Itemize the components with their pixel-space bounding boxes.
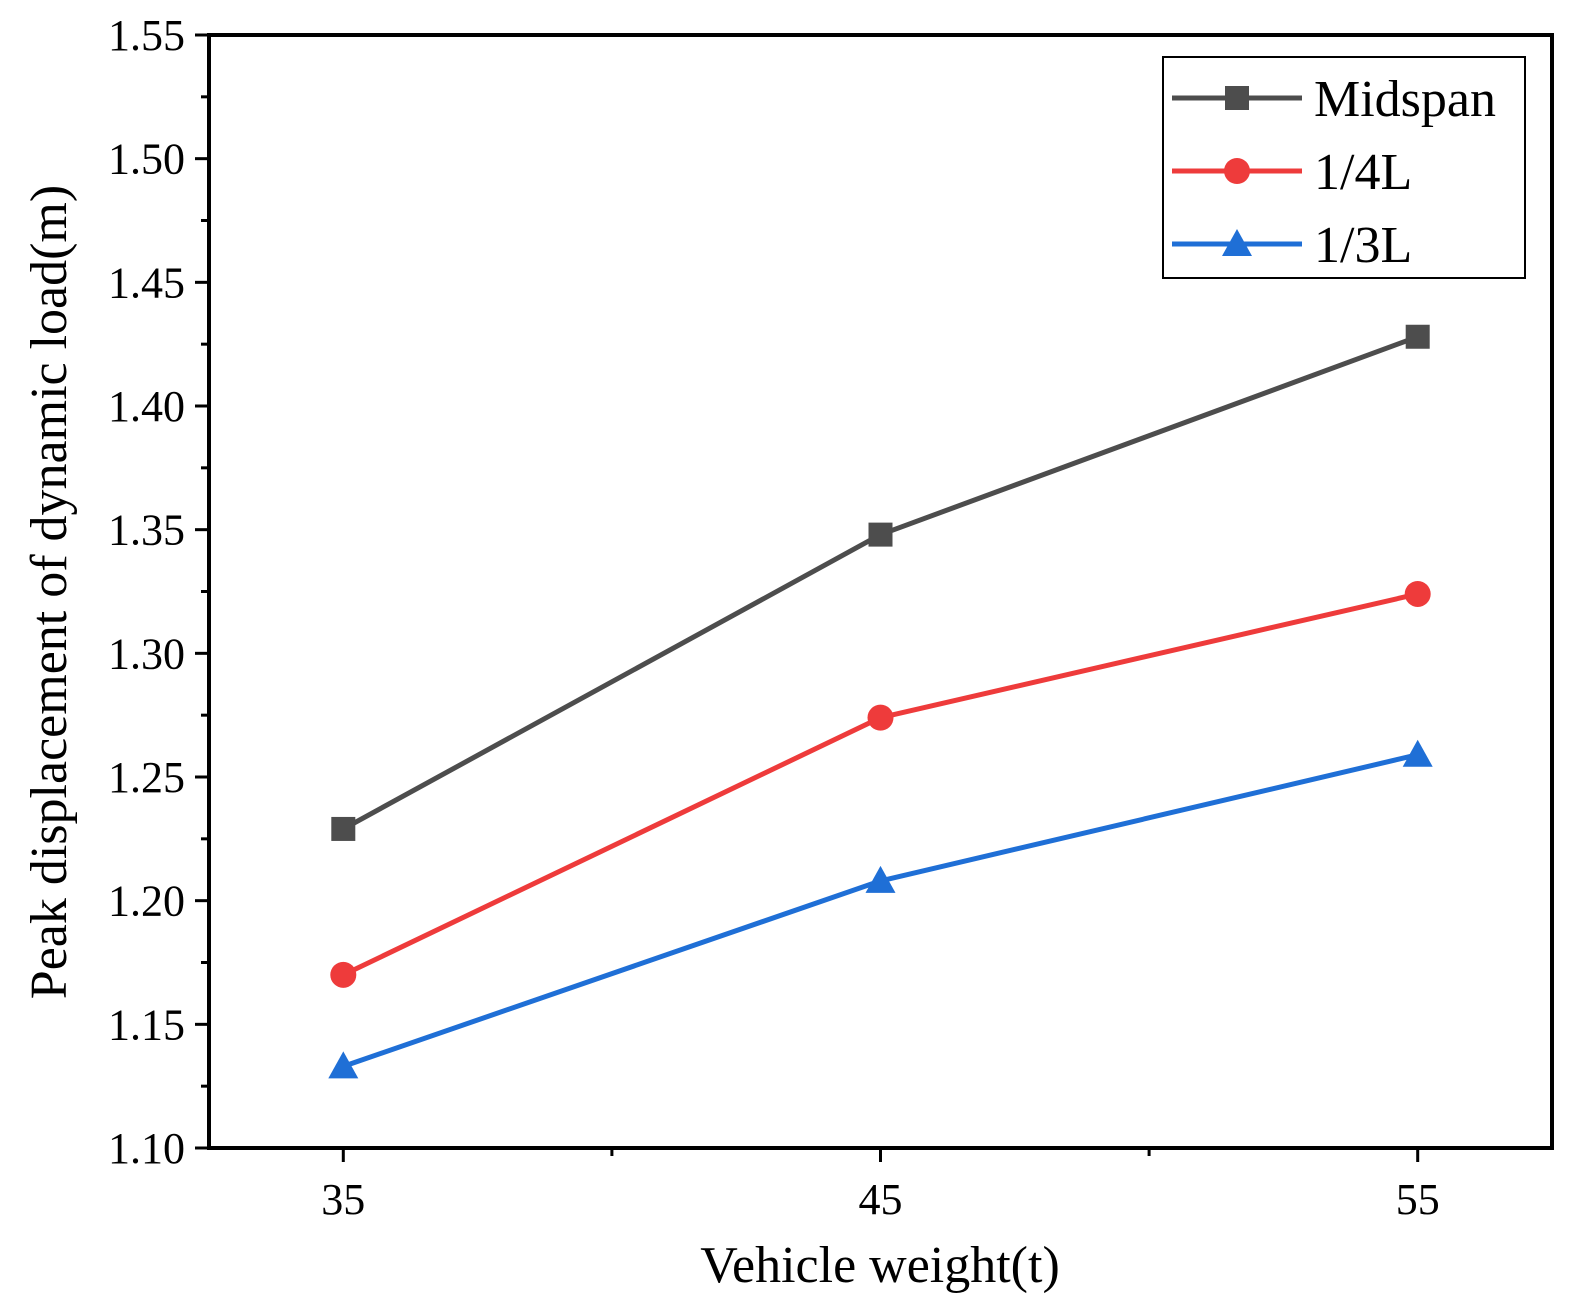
y-tick-label: 1.20 — [108, 877, 185, 926]
legend-label-1-3l: 1/3L — [1314, 217, 1412, 274]
y-tick-label: 1.35 — [108, 506, 185, 555]
legend-label-1-4l: 1/4L — [1314, 144, 1412, 201]
x-axis-title: Vehicle weight(t) — [700, 1237, 1060, 1294]
data-point-midspan-45 — [868, 522, 893, 547]
data-point-1-4l-55 — [1404, 580, 1431, 607]
data-point-1-3l-55 — [1402, 739, 1433, 767]
x-tick-label: 45 — [859, 1175, 903, 1224]
data-point-1-4l-35 — [330, 961, 357, 988]
y-tick-label: 1.25 — [108, 753, 185, 802]
series-1-4l — [330, 580, 1431, 988]
y-tick-label: 1.30 — [108, 629, 185, 678]
legend-marker-1-4l — [1224, 158, 1250, 184]
data-point-1-3l-35 — [328, 1051, 359, 1079]
data-point-1-3l-45 — [865, 865, 896, 893]
x-tick-label: 35 — [321, 1175, 365, 1224]
y-tick-label: 1.55 — [108, 11, 185, 60]
series-midspan — [331, 324, 1430, 841]
series-1-3l — [328, 739, 1433, 1079]
x-tick-label: 55 — [1396, 1175, 1440, 1224]
y-tick-label: 1.40 — [108, 382, 185, 431]
y-axis-title: Peak displacement of dynamic load(m) — [21, 185, 78, 999]
legend-marker-midspan — [1225, 86, 1249, 110]
axis-layer: 1.10 1.15 1.20 1.25 1.30 1.35 1.40 1.45 1.50 1.55… — [108, 11, 1440, 1224]
legend-box — [1162, 56, 1526, 279]
y-tick-label: 1.50 — [108, 135, 185, 184]
data-point-midspan-55 — [1405, 324, 1430, 349]
y-tick-label: 1.45 — [108, 258, 185, 307]
y-tick-label: 1.15 — [108, 1000, 185, 1049]
series-layer — [328, 324, 1433, 1079]
data-point-midspan-35 — [331, 816, 356, 841]
y-tick-label: 1.10 — [108, 1124, 185, 1173]
legend: Midspan 1/4L 1/3L — [1162, 56, 1526, 279]
data-point-1-4l-45 — [867, 704, 894, 731]
legend-label-midspan: Midspan — [1314, 71, 1496, 128]
legend-marker-1-3l — [1222, 229, 1252, 256]
